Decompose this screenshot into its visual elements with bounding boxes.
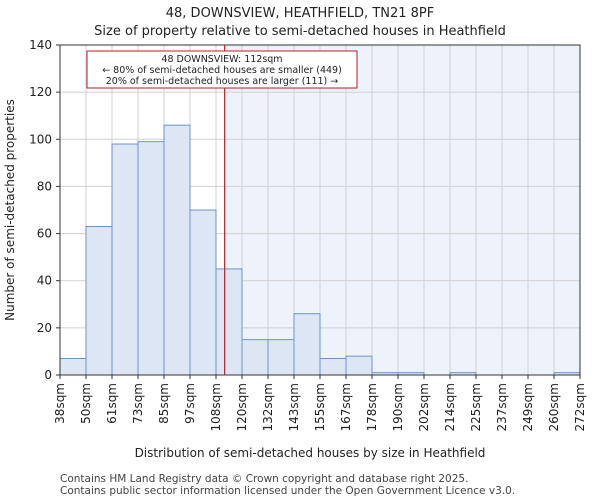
x-tick-label: 155sqm	[313, 383, 327, 431]
bar-73sqm	[137, 141, 165, 376]
bar-132sqm	[267, 339, 295, 376]
bar-167sqm	[345, 355, 373, 376]
x-tick-label: 272sqm	[573, 383, 587, 431]
x-tick-label: 260sqm	[547, 383, 561, 431]
x-tick-label: 50sqm	[79, 383, 93, 424]
x-tick-label: 38sqm	[53, 383, 67, 424]
bar-155sqm	[319, 358, 347, 376]
y-tick-label: 20	[37, 321, 52, 335]
bar-38sqm	[59, 358, 87, 376]
y-tick-label: 0	[44, 368, 52, 382]
x-tick-label: 120sqm	[235, 383, 249, 431]
x-tick-label: 85sqm	[157, 383, 171, 424]
y-tick-label: 80	[37, 179, 52, 193]
x-tick-label: 237sqm	[495, 383, 509, 431]
x-tick-label: 73sqm	[131, 383, 145, 424]
x-tick-label: 249sqm	[521, 383, 535, 431]
annotation-line3: 20% of semi-detached houses are larger (…	[106, 76, 339, 87]
x-tick-label: 143sqm	[287, 383, 301, 431]
y-tick-label: 140	[29, 38, 52, 52]
x-tick-label: 167sqm	[339, 383, 353, 431]
larger-properties-shading	[224, 45, 580, 375]
x-tick-label: 61sqm	[105, 383, 119, 424]
x-tick-label: 202sqm	[417, 383, 431, 431]
annotation-line1: 48 DOWNSVIEW: 112sqm	[161, 54, 282, 65]
y-axis-label: Number of semi-detached properties	[3, 99, 17, 321]
x-tick-label: 132sqm	[261, 383, 275, 431]
bar-97sqm	[189, 209, 217, 376]
annotation-box: 48 DOWNSVIEW: 112sqm ← 80% of semi-detac…	[86, 50, 358, 89]
bar-85sqm	[163, 124, 191, 376]
x-tick-label: 178sqm	[365, 383, 379, 431]
footer-copyright: Contains HM Land Registry data © Crown c…	[60, 473, 469, 485]
bars	[59, 124, 581, 376]
x-tick-label: 225sqm	[469, 383, 483, 431]
bar-50sqm	[85, 226, 113, 376]
y-axis-ticks: 0 20 40 60 80 100 120 140	[29, 38, 60, 382]
bar-143sqm	[293, 313, 321, 376]
x-axis-label: Distribution of semi-detached houses by …	[135, 446, 486, 460]
chart-title-line2: Size of property relative to semi-detach…	[94, 24, 506, 39]
x-axis-ticks: 38sqm 50sqm 61sqm 73sqm 85sqm 97sqm 108sqm 120s…	[53, 375, 587, 431]
y-tick-label: 40	[37, 274, 52, 288]
x-tick-label: 214sqm	[443, 383, 457, 431]
x-tick-label: 97sqm	[183, 383, 197, 424]
y-tick-label: 120	[29, 85, 52, 99]
x-tick-label: 108sqm	[209, 383, 223, 431]
annotation-line2: ← 80% of semi-detached houses are smalle…	[102, 65, 342, 76]
footer-licence: Contains public sector information licen…	[60, 485, 516, 497]
bar-108sqm	[215, 268, 243, 376]
bar-61sqm	[111, 143, 139, 376]
chart-title-line1: 48, DOWNSVIEW, HEATHFIELD, TN21 8PF	[165, 6, 435, 21]
bar-120sqm	[241, 339, 269, 376]
x-tick-label: 190sqm	[391, 383, 405, 431]
y-tick-label: 60	[37, 227, 52, 241]
y-tick-label: 100	[29, 132, 52, 146]
